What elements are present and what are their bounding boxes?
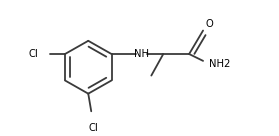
Text: Cl: Cl <box>88 123 98 133</box>
Text: NH: NH <box>134 49 149 59</box>
Text: O: O <box>205 19 213 29</box>
Text: Cl: Cl <box>28 49 38 59</box>
Text: NH2: NH2 <box>209 59 230 69</box>
